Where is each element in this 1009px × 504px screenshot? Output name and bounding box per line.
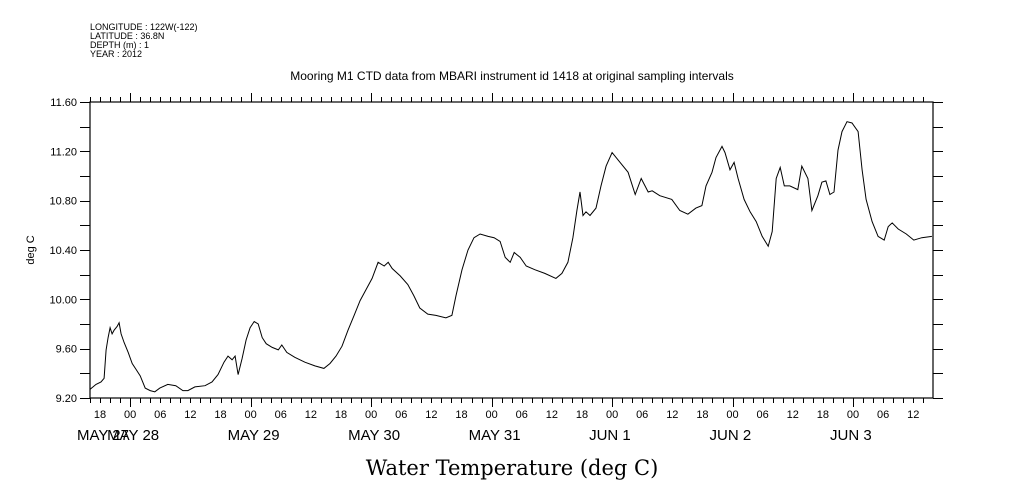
x-tick-label: 00 — [606, 409, 618, 421]
x-tick-label: 18 — [576, 409, 588, 421]
y-axis-ticks: 9.20 9.60 10.00 10.40 10.80 11.20 11.60 — [49, 97, 943, 405]
x-tick-label: 18 — [335, 409, 347, 421]
axes — [89, 101, 934, 399]
x-tick-label: 12 — [787, 409, 799, 421]
x-tick-label: 12 — [184, 409, 196, 421]
x-tick-label: 06 — [877, 409, 889, 421]
x-tick-label: 06 — [154, 409, 166, 421]
x-tick-label: 00 — [847, 409, 859, 421]
x-day-label: MAY 27 — [77, 427, 129, 444]
x-tick-label: 00 — [365, 409, 377, 421]
x-tick-label: 12 — [425, 409, 437, 421]
x-day-label: JUN 3 — [830, 427, 872, 444]
plot-area — [89, 121, 932, 393]
x-tick-label: 12 — [907, 409, 919, 421]
plot-frame — [89, 101, 934, 399]
x-tick-label: 18 — [214, 409, 226, 421]
x-tick-label: 00 — [726, 409, 738, 421]
x-tick-label: 00 — [245, 409, 257, 421]
x-day-label: MAY 30 — [348, 427, 400, 444]
longitude-label: LONGITUDE : 122W(-122) — [90, 22, 198, 32]
y-tick-label: 11.60 — [50, 97, 77, 109]
latitude-label: LATITUDE : 36.8N — [90, 31, 164, 41]
x-tick-label: 06 — [275, 409, 287, 421]
x-tick-label: 18 — [817, 409, 829, 421]
x-day-label: MAY 29 — [228, 427, 280, 444]
x-day-label: MAY 28 — [107, 427, 159, 444]
x-tick-label: 18 — [696, 409, 708, 421]
y-tick-label: 10.80 — [49, 196, 77, 208]
y-tick-label: 9.60 — [56, 344, 77, 356]
x-tick-label: 06 — [636, 409, 648, 421]
x-tick-label: 00 — [124, 409, 136, 421]
y-axis-label: deg C — [25, 235, 37, 264]
x-day-label: JUN 1 — [589, 427, 631, 444]
x-tick-label: 18 — [455, 409, 467, 421]
x-axis-label: Water Temperature (deg C) — [366, 456, 659, 480]
y-tick-label: 11.20 — [50, 146, 77, 158]
y-tick-label: 9.20 — [56, 393, 77, 405]
x-tick-label: 06 — [395, 409, 407, 421]
chart-title: Mooring M1 CTD data from MBARI instrumen… — [290, 69, 734, 83]
series-line-water-temperature — [89, 121, 932, 393]
x-tick-label: 06 — [757, 409, 769, 421]
y-tick-label: 10.40 — [49, 245, 77, 257]
x-tick-label: 12 — [305, 409, 317, 421]
y-tick-label: 10.00 — [49, 294, 77, 306]
x-tick-label: 00 — [485, 409, 497, 421]
x-tick-label: 06 — [516, 409, 528, 421]
x-axis-ticks: 18 00 06 12 18 00 06 12 18 00 06 12 18 00 06 12 18 00 06 12… — [77, 93, 924, 444]
year-label: YEAR : 2012 — [90, 49, 142, 59]
depth-label: DEPTH (m) : 1 — [90, 40, 149, 50]
x-day-label: MAY 31 — [469, 427, 521, 444]
x-tick-label: 12 — [546, 409, 558, 421]
x-tick-label: 12 — [666, 409, 678, 421]
x-day-label: JUN 2 — [710, 427, 752, 444]
x-tick-label: 18 — [94, 409, 106, 421]
